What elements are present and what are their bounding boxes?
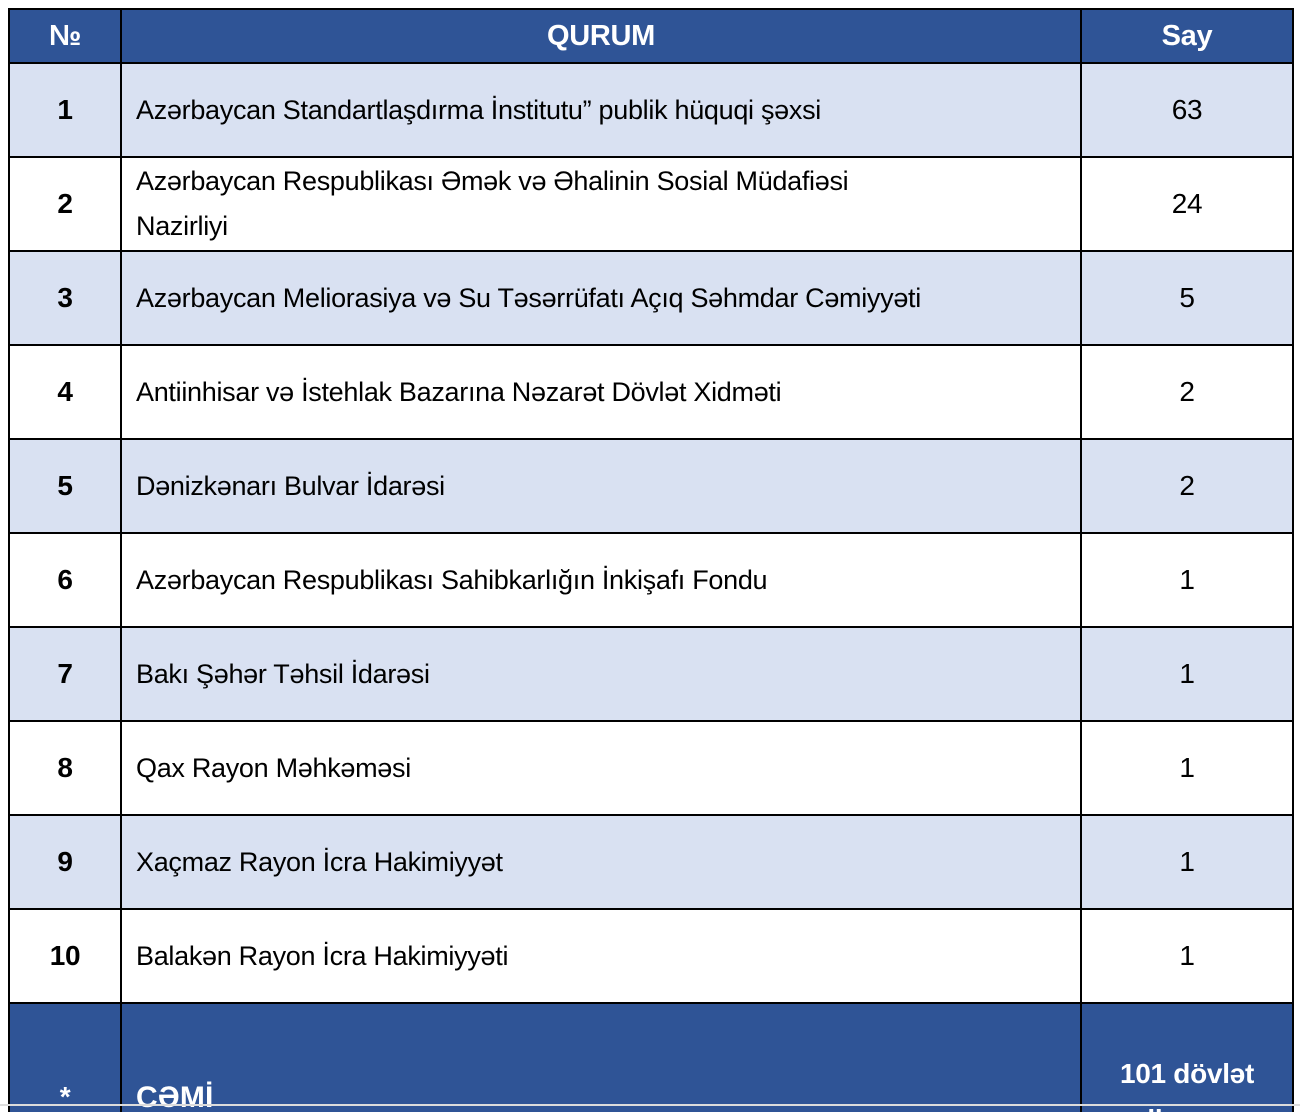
qurum-cell: Qax Rayon Məhkəməsi [120, 720, 1082, 816]
say-cell: 1 [1080, 720, 1294, 816]
table-row: 5 Dənizkənarı Bulvar İdarəsi 2 [8, 438, 1294, 534]
total-value-cell: 101 dövlət qulluqçusu [1080, 1002, 1294, 1112]
qurum-cell: Bakı Şəhər Təhsil İdarəsi [120, 626, 1082, 722]
total-label-cell: CƏMİ [120, 1002, 1082, 1112]
header-cell-qurum: QURUM [120, 8, 1082, 64]
say-cell: 2 [1080, 344, 1294, 440]
row-number-cell: 7 [8, 626, 122, 722]
header-cell-say: Say [1080, 8, 1294, 64]
table-row: 8 Qax Rayon Məhkəməsi 1 [8, 720, 1294, 816]
row-number-cell: 4 [8, 344, 122, 440]
say-cell: 24 [1080, 156, 1294, 252]
say-cell: 1 [1080, 626, 1294, 722]
qurum-cell: Dənizkənarı Bulvar İdarəsi [120, 438, 1082, 534]
qurum-cell: Azərbaycan Meliorasiya və Su Təsərrüfatı… [120, 250, 1082, 346]
qurum-cell: Balakən Rayon İcra Hakimiyyəti [120, 908, 1082, 1004]
page-edge-divider [0, 1104, 1300, 1106]
table-row: 7 Bakı Şəhər Təhsil İdarəsi 1 [8, 626, 1294, 722]
row-number-cell: 9 [8, 814, 122, 910]
qurum-cell: Xaçmaz Rayon İcra Hakimiyyət [120, 814, 1082, 910]
total-marker-cell: * [8, 1002, 122, 1112]
say-cell: 5 [1080, 250, 1294, 346]
say-cell: 1 [1080, 908, 1294, 1004]
row-number-cell: 10 [8, 908, 122, 1004]
say-cell: 2 [1080, 438, 1294, 534]
row-number-cell: 3 [8, 250, 122, 346]
header-row: № QURUM Say [8, 8, 1294, 64]
row-number-cell: 6 [8, 532, 122, 628]
say-cell: 63 [1080, 62, 1294, 158]
header-cell-no: № [8, 8, 122, 64]
table-row: 2 Azərbaycan Respublikası Əmək və Əhalin… [8, 156, 1294, 252]
table-row: 4 Antiinhisar və İstehlak Bazarına Nəzar… [8, 344, 1294, 440]
total-row: * CƏMİ 101 dövlət qulluqçusu [8, 1002, 1294, 1112]
qurum-cell: Azərbaycan Standartlaşdırma İnstitutu” p… [120, 62, 1082, 158]
row-number-cell: 8 [8, 720, 122, 816]
qurum-cell: Azərbaycan Respublikası Əmək və Əhalinin… [120, 156, 1082, 252]
qurum-count-table: № QURUM Say 1 Azərbaycan Standartlaşdırm… [8, 8, 1294, 1112]
table-row: 6 Azərbaycan Respublikası Sahibkarlığın … [8, 532, 1294, 628]
say-cell: 1 [1080, 814, 1294, 910]
total-value: 101 dövlət qulluqçusu [1114, 1058, 1261, 1112]
table-row: 1 Azərbaycan Standartlaşdırma İnstitutu”… [8, 62, 1294, 158]
say-cell: 1 [1080, 532, 1294, 628]
row-number-cell: 2 [8, 156, 122, 252]
row-number-cell: 1 [8, 62, 122, 158]
qurum-cell: Azərbaycan Respublikası Sahibkarlığın İn… [120, 532, 1082, 628]
table-row: 9 Xaçmaz Rayon İcra Hakimiyyət 1 [8, 814, 1294, 910]
table-row: 10 Balakən Rayon İcra Hakimiyyəti 1 [8, 908, 1294, 1004]
row-number-cell: 5 [8, 438, 122, 534]
table-row: 3 Azərbaycan Meliorasiya və Su Təsərrüfa… [8, 250, 1294, 346]
qurum-cell: Antiinhisar və İstehlak Bazarına Nəzarət… [120, 344, 1082, 440]
